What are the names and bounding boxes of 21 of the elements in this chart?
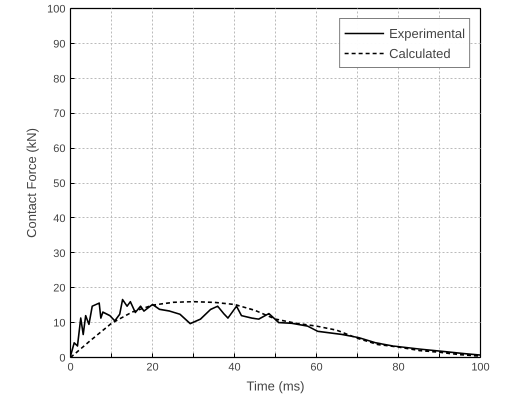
y-axis-title: Contact Force (kN) xyxy=(24,128,40,238)
y-tick-label: 0 xyxy=(59,352,66,364)
y-tick-label: 70 xyxy=(53,108,66,120)
x-tick-label: 60 xyxy=(310,362,323,374)
legend-label: Calculated xyxy=(389,46,451,60)
y-tick-label: 40 xyxy=(53,212,66,225)
y-tick-label: 60 xyxy=(53,143,66,156)
x-tick-label: 100 xyxy=(471,362,490,374)
x-tick-label: 0 xyxy=(67,362,74,374)
x-tick-label: 20 xyxy=(146,362,159,374)
y-tick-label: 20 xyxy=(53,282,66,295)
y-tick-label: 90 xyxy=(53,38,66,50)
x-tick-label: 80 xyxy=(392,362,405,374)
y-tick-label: 30 xyxy=(53,248,66,260)
y-tick-label: 80 xyxy=(53,73,66,86)
y-tick-label: 50 xyxy=(53,178,66,190)
x-tick-label: 40 xyxy=(228,362,241,374)
legend-label: Experimental xyxy=(389,26,465,40)
y-tick-label: 10 xyxy=(53,318,66,330)
y-tick-label: 100 xyxy=(47,4,66,16)
x-axis-title: Time (ms) xyxy=(246,378,305,394)
